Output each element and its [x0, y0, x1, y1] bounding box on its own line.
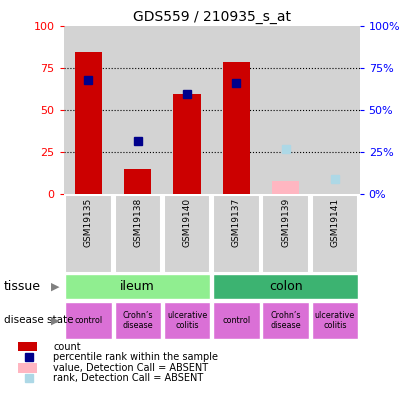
Text: tissue: tissue	[4, 280, 41, 294]
Title: GDS559 / 210935_s_at: GDS559 / 210935_s_at	[133, 10, 291, 24]
Text: ▶: ▶	[51, 315, 60, 325]
Text: ▶: ▶	[51, 282, 60, 292]
Text: Crohn’s
disease: Crohn’s disease	[122, 311, 153, 330]
Text: ulcerative
colitis: ulcerative colitis	[315, 311, 355, 330]
FancyBboxPatch shape	[65, 275, 210, 299]
FancyBboxPatch shape	[164, 195, 210, 273]
Text: GSM19135: GSM19135	[84, 198, 93, 247]
Text: GSM19137: GSM19137	[232, 198, 241, 247]
FancyBboxPatch shape	[263, 302, 309, 339]
Bar	[212, 26, 261, 194]
FancyBboxPatch shape	[312, 302, 358, 339]
FancyBboxPatch shape	[164, 302, 210, 339]
Bar	[124, 169, 151, 194]
Bar	[18, 342, 37, 351]
FancyBboxPatch shape	[213, 275, 358, 299]
Text: GSM19140: GSM19140	[182, 198, 192, 247]
Text: count: count	[53, 341, 81, 352]
Text: GSM19141: GSM19141	[330, 198, 339, 247]
Bar	[162, 26, 212, 194]
FancyBboxPatch shape	[213, 195, 259, 273]
Text: control: control	[222, 316, 250, 325]
Text: control: control	[74, 316, 102, 325]
Text: rank, Detection Call = ABSENT: rank, Detection Call = ABSENT	[53, 373, 204, 384]
Bar	[310, 26, 360, 194]
Bar	[113, 26, 162, 194]
Text: percentile rank within the sample: percentile rank within the sample	[53, 352, 218, 362]
FancyBboxPatch shape	[213, 302, 259, 339]
FancyBboxPatch shape	[312, 195, 358, 273]
Text: ileum: ileum	[120, 280, 155, 294]
Bar	[272, 181, 299, 194]
Text: ulcerative
colitis: ulcerative colitis	[167, 311, 207, 330]
FancyBboxPatch shape	[263, 195, 309, 273]
FancyBboxPatch shape	[65, 195, 111, 273]
Text: value, Detection Call = ABSENT: value, Detection Call = ABSENT	[53, 363, 208, 373]
Bar	[18, 363, 37, 373]
Text: Crohn’s
disease: Crohn’s disease	[270, 311, 301, 330]
Text: GSM19139: GSM19139	[281, 198, 290, 247]
Text: disease state: disease state	[4, 315, 74, 325]
Text: colon: colon	[269, 280, 302, 294]
Bar	[261, 26, 310, 194]
Bar	[75, 51, 102, 194]
Text: GSM19138: GSM19138	[133, 198, 142, 247]
FancyBboxPatch shape	[115, 302, 161, 339]
Bar	[223, 62, 250, 194]
Bar	[173, 94, 201, 194]
FancyBboxPatch shape	[65, 302, 111, 339]
FancyBboxPatch shape	[115, 195, 161, 273]
Bar	[64, 26, 113, 194]
